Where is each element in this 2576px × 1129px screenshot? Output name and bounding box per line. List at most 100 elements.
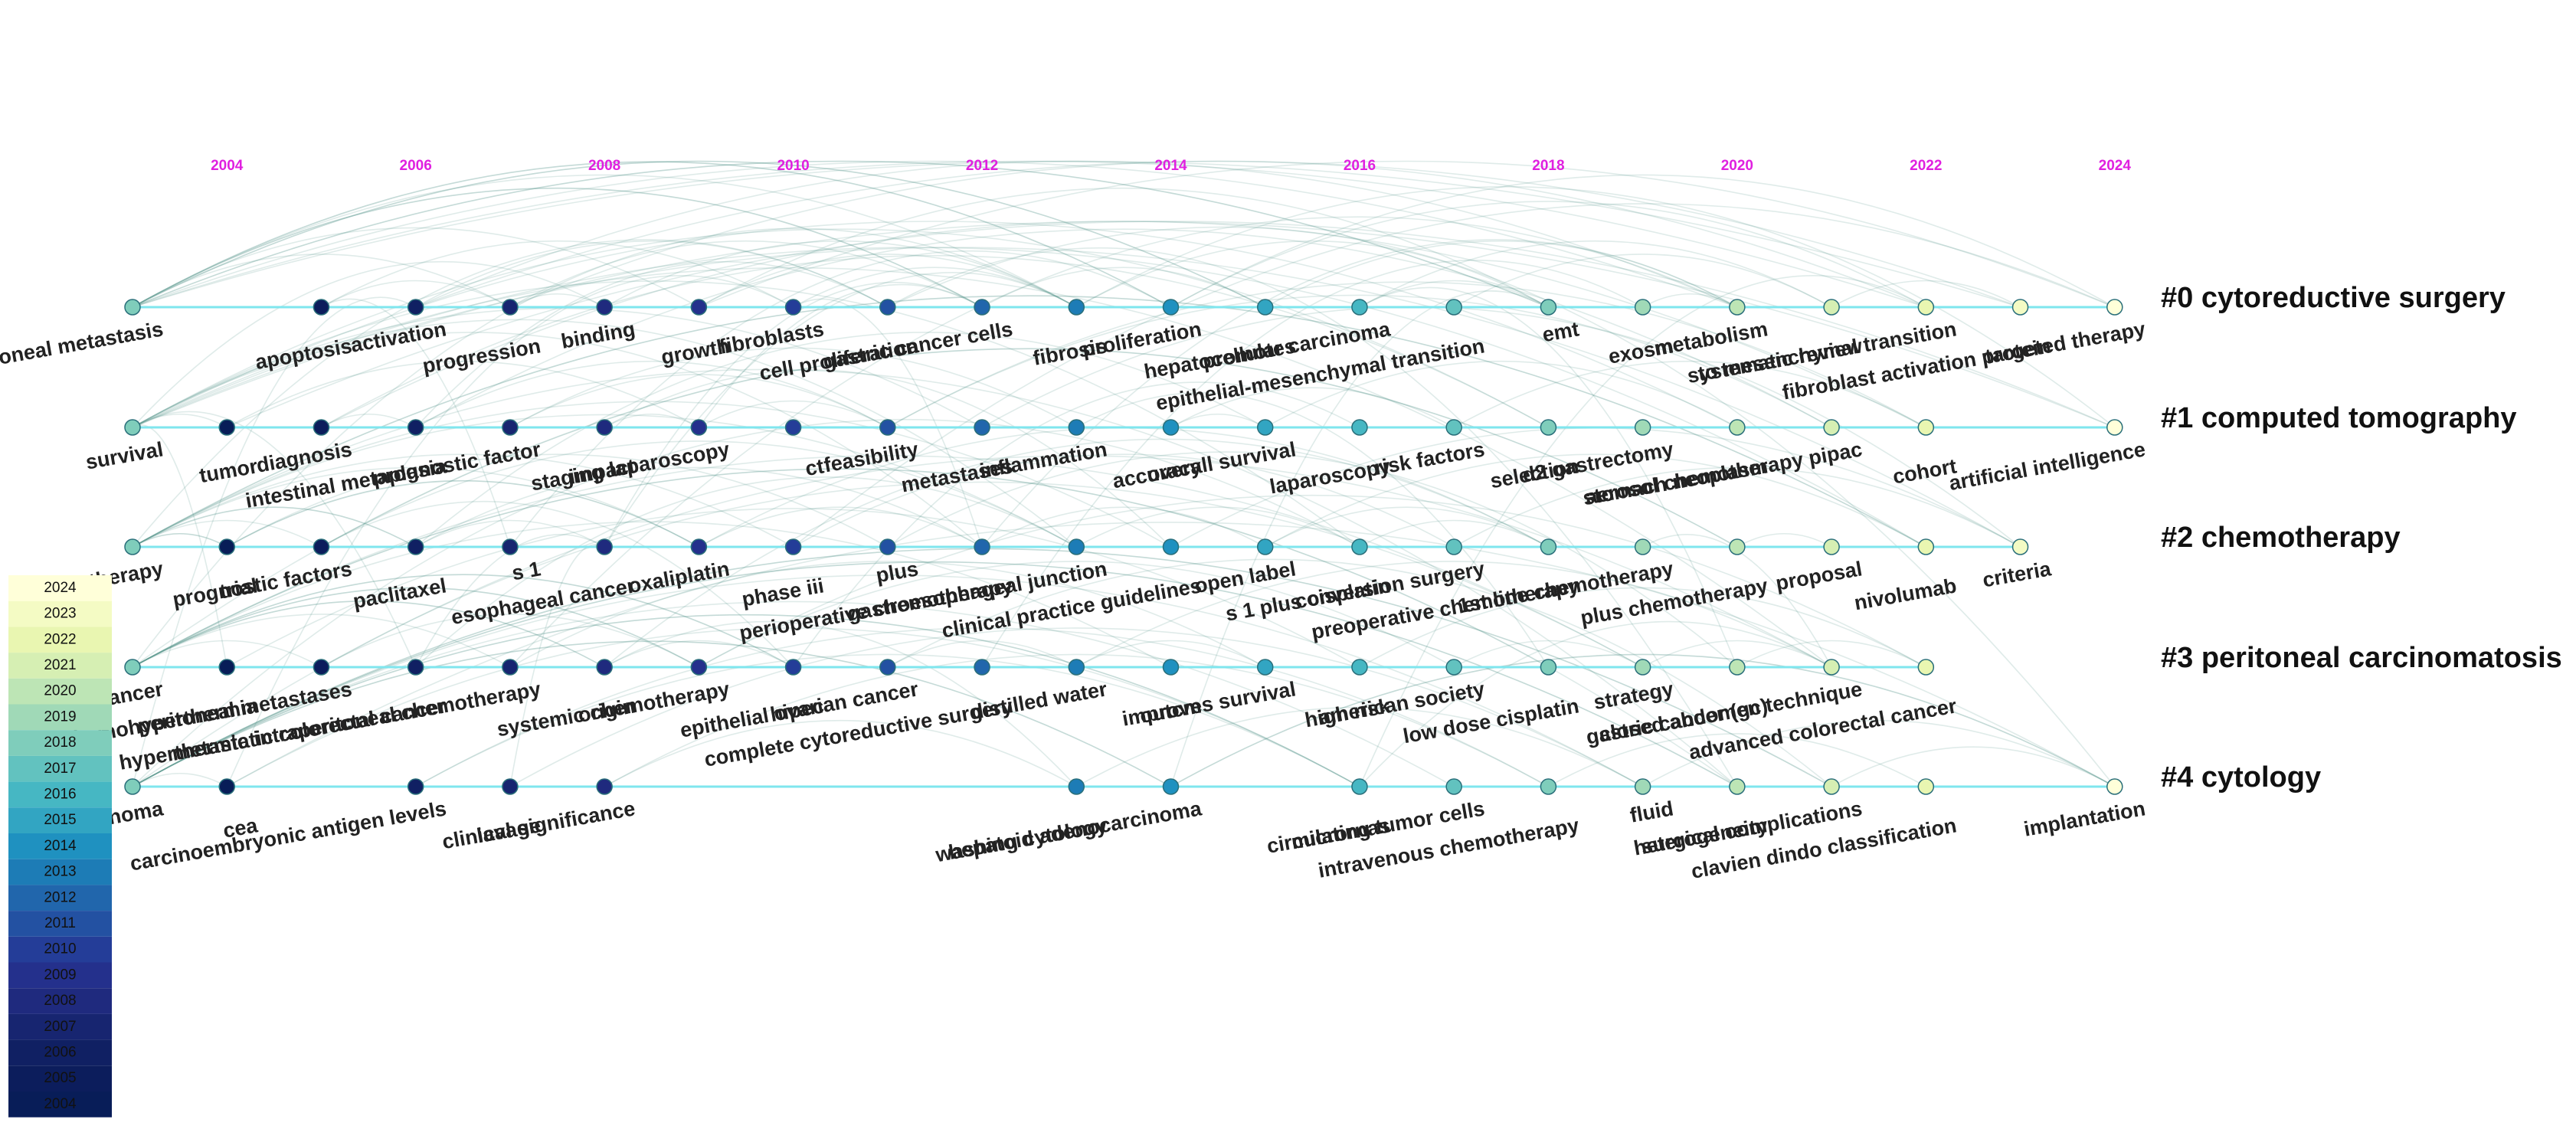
keyword-node bbox=[1540, 778, 1557, 795]
link bbox=[509, 544, 605, 787]
link bbox=[132, 600, 1455, 787]
link bbox=[132, 640, 322, 668]
keyword-node bbox=[1445, 419, 1462, 436]
link bbox=[415, 241, 889, 308]
link bbox=[132, 161, 1171, 308]
link bbox=[415, 519, 605, 548]
link bbox=[1359, 620, 1832, 787]
keyword-node bbox=[1823, 778, 1840, 795]
keyword-node bbox=[1917, 419, 1935, 436]
link bbox=[226, 453, 889, 548]
keyword-node bbox=[1917, 778, 1935, 795]
keyword-node bbox=[502, 419, 519, 436]
cluster-label: #2 chemotherapy bbox=[2161, 522, 2401, 554]
keyword-label: esophageal cancer bbox=[450, 574, 637, 629]
link bbox=[415, 160, 1738, 308]
link bbox=[1170, 201, 1926, 308]
link bbox=[698, 400, 889, 428]
legend-swatch bbox=[8, 704, 112, 731]
link bbox=[226, 480, 699, 548]
keyword-node bbox=[407, 419, 424, 436]
keyword-node bbox=[1729, 299, 1746, 316]
keyword-label: tumor bbox=[198, 454, 260, 487]
link bbox=[415, 627, 1549, 787]
keyword-node bbox=[124, 419, 141, 436]
keyword-node bbox=[1068, 538, 1085, 555]
year-label: 2022 bbox=[1910, 158, 1942, 174]
link bbox=[132, 254, 511, 308]
keyword-node bbox=[1729, 778, 1746, 795]
link bbox=[1265, 506, 1549, 548]
link bbox=[132, 221, 1738, 428]
link bbox=[132, 468, 1549, 668]
keyword-node bbox=[974, 419, 990, 436]
keyword-node bbox=[502, 538, 519, 555]
link bbox=[887, 640, 1077, 668]
cluster-label: #1 computed tomography bbox=[2161, 402, 2517, 434]
link bbox=[699, 160, 2116, 308]
link bbox=[509, 627, 1644, 787]
legend-label: 2024 bbox=[44, 580, 77, 596]
keyword-node bbox=[879, 299, 896, 316]
link bbox=[132, 188, 983, 308]
link bbox=[1265, 453, 1926, 548]
cluster-label: #3 peritoneal carcinomatosis bbox=[2161, 642, 2562, 674]
keyword-node bbox=[1256, 659, 1274, 676]
keyword-node bbox=[407, 778, 424, 795]
link bbox=[226, 508, 1360, 668]
link bbox=[132, 506, 417, 548]
link bbox=[887, 281, 1926, 428]
year-label: 2014 bbox=[1154, 158, 1187, 174]
link bbox=[1075, 391, 1550, 668]
link bbox=[1075, 506, 1360, 548]
link bbox=[604, 653, 1549, 787]
link bbox=[1453, 640, 1644, 668]
keyword-node bbox=[1729, 419, 1746, 436]
link bbox=[321, 241, 794, 308]
link bbox=[321, 280, 511, 308]
legend-label: 2019 bbox=[44, 708, 76, 725]
keyword-label: survival bbox=[84, 437, 165, 473]
link bbox=[1831, 746, 2116, 787]
link bbox=[132, 574, 1644, 787]
keyword-node bbox=[124, 659, 141, 676]
link bbox=[132, 455, 1644, 668]
link bbox=[1359, 241, 1832, 308]
link bbox=[1170, 387, 1455, 428]
link bbox=[887, 451, 1738, 668]
keyword-node bbox=[2011, 538, 2029, 555]
keyword-node bbox=[974, 538, 990, 555]
keyword-node bbox=[1540, 659, 1557, 676]
legend-swatch bbox=[8, 833, 112, 859]
keyword-node bbox=[1729, 538, 1746, 555]
year-label: 2018 bbox=[1532, 158, 1564, 174]
keyword-node bbox=[1162, 419, 1180, 436]
link bbox=[1736, 532, 1832, 548]
link bbox=[1170, 413, 1266, 428]
link bbox=[887, 558, 1832, 787]
link bbox=[132, 295, 1926, 548]
link bbox=[132, 160, 1738, 308]
link bbox=[132, 188, 983, 308]
year-label: 2006 bbox=[400, 158, 432, 174]
link bbox=[321, 221, 1926, 428]
link bbox=[415, 228, 1832, 428]
link bbox=[132, 561, 1738, 787]
link bbox=[793, 203, 2116, 548]
link bbox=[604, 369, 1172, 548]
keyword-node bbox=[1162, 538, 1180, 555]
link bbox=[509, 250, 1171, 548]
link bbox=[793, 453, 1455, 548]
keyword-node bbox=[690, 419, 708, 436]
cluster-label: #0 cytoreductive surgery bbox=[2161, 282, 2506, 314]
keyword-node bbox=[2106, 419, 2123, 436]
keyword-node bbox=[218, 778, 235, 795]
legend-swatch bbox=[8, 859, 112, 885]
legend-label: 2015 bbox=[44, 812, 76, 828]
keyword-label: nivolumab bbox=[1852, 574, 1958, 614]
legend-label: 2007 bbox=[44, 1019, 76, 1035]
keyword-node bbox=[1634, 778, 1651, 795]
link bbox=[132, 160, 1266, 308]
legend-swatch bbox=[8, 1039, 112, 1066]
